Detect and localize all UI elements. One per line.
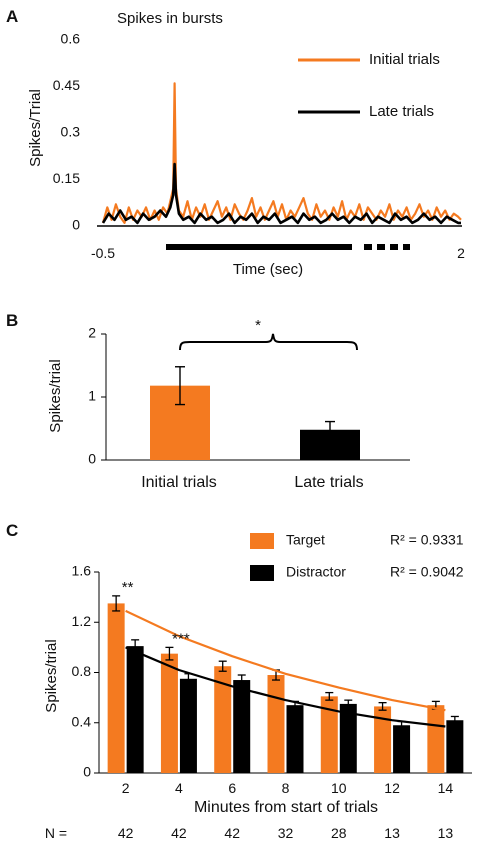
bar-distractor [393, 725, 411, 773]
panel-a-ytick-label: 0.45 [53, 77, 80, 93]
stimulus-bar [166, 244, 352, 250]
panel-c-bars [107, 595, 464, 773]
panel-a-xlabel: Time (sec) [233, 261, 303, 278]
panel-c-ytick-label: 0.4 [72, 713, 92, 729]
panel-c: C Spikes/trial 00.40.81.21.6 2 4 6 8 10 12 14 … [6, 521, 472, 841]
n-value: 28 [331, 825, 347, 841]
panel-a-xtick-end: 2 [457, 245, 465, 261]
bar-distractor [126, 646, 144, 773]
panel-c-xtick-label: 2 [122, 780, 130, 796]
legend-swatch-distractor [250, 565, 274, 581]
panel-c-stars: ***** [122, 579, 190, 648]
bar-distractor [446, 720, 464, 773]
panel-c-xtick-label: 12 [384, 780, 400, 796]
panel-c-xtick-label: 14 [438, 780, 454, 796]
panel-c-yticks: 0 0.4 0.8 1.2 1.6 [72, 563, 99, 780]
panel-c-ytick-label: 0.8 [72, 663, 92, 679]
stimulus-dash [403, 244, 410, 250]
bar-target [427, 705, 445, 773]
trendline-distractor [125, 646, 446, 728]
n-value: 42 [224, 825, 240, 841]
panel-c-xtick-label: 4 [175, 780, 183, 796]
stimulus-dash [377, 244, 385, 250]
bar-target [214, 666, 232, 773]
panel-c-ytick-label: 0 [83, 764, 91, 780]
legend-swatch-target [250, 533, 274, 549]
panel-c-ytick-label: 1.6 [72, 563, 92, 579]
panel-letter-b: B [6, 311, 18, 330]
panel-b-category-label: Initial trials [141, 474, 217, 491]
legend-label-distractor: Distractor [286, 564, 346, 580]
panel-b-bars: Initial trials Late trials [141, 366, 364, 491]
significance-stars: ** [122, 579, 134, 596]
panel-b: B Spikes/trial 0 1 2 Initial trials Late tr… [6, 311, 410, 491]
panel-a-series [101, 82, 462, 225]
bar-distractor [286, 705, 304, 773]
panel-c-xlabel: Minutes from start of trials [194, 799, 378, 816]
panel-a-ytick-label: 0.3 [61, 124, 81, 140]
n-value: 32 [278, 825, 294, 841]
stimulus-dash [364, 244, 372, 250]
panel-c-xtick-label: 10 [331, 780, 347, 796]
legend-r2-distractor: R² = 0.9042 [390, 564, 464, 580]
bar-distractor [233, 680, 251, 773]
panel-b-category-label: Late trials [294, 474, 363, 491]
legend-r2-target: R² = 0.9331 [390, 532, 464, 548]
panel-c-n-values: 42 42 42 32 28 13 13 [118, 825, 454, 841]
panel-c-xtick-label: 6 [228, 780, 236, 796]
panel-c-trendlines [125, 609, 446, 728]
bar-target [107, 603, 125, 773]
panel-b-ytick-label: 0 [88, 451, 96, 467]
n-value: 13 [438, 825, 454, 841]
panel-a-ytick-label: 0.6 [61, 31, 81, 47]
panel-a-yticks: 0 0.15 0.3 0.45 0.6 [53, 31, 80, 233]
panel-c-ylabel: Spikes/trial [43, 639, 60, 712]
panel-b-ylabel: Spikes/trial [47, 359, 64, 432]
panel-c-xtick-label: 8 [282, 780, 290, 796]
bar-target [374, 706, 392, 773]
panel-a-ylabel: Spikes/Trial [27, 89, 44, 167]
panel-a-xtick-start: -0.5 [91, 245, 115, 261]
panel-c-ytick-label: 1.2 [72, 613, 92, 629]
legend-label-target: Target [286, 532, 325, 548]
n-value: 42 [118, 825, 134, 841]
n-prefix: N = [45, 825, 67, 841]
n-value: 42 [171, 825, 187, 841]
panel-b-ytick-label: 1 [88, 388, 96, 404]
panel-a-title: Spikes in bursts [117, 10, 223, 27]
bar-target [267, 675, 285, 773]
significance-star: * [255, 317, 261, 334]
legend-label-late: Late trials [369, 103, 434, 120]
legend-label-initial: Initial trials [369, 51, 440, 68]
panel-letter-c: C [6, 521, 18, 540]
panel-a-ytick-label: 0 [72, 217, 80, 233]
panel-a: A Spikes in bursts Spikes/Trial 0 0.15 0.3… [6, 7, 465, 278]
significance-bracket [179, 333, 358, 351]
bar-distractor [179, 678, 197, 773]
panel-letter-a: A [6, 7, 18, 26]
panel-b-ytick-label: 2 [88, 325, 96, 341]
panel-c-xticks: 2 4 6 8 10 12 14 [122, 780, 454, 796]
panel-a-ytick-label: 0.15 [53, 170, 80, 186]
trendline-target [125, 609, 446, 712]
bar-target [320, 696, 338, 773]
stimulus-dash [390, 244, 398, 250]
significance-stars: *** [172, 630, 190, 647]
bar-target [160, 653, 178, 773]
bar-distractor [339, 703, 357, 773]
series-late-trials-line [101, 162, 461, 225]
n-value: 13 [384, 825, 400, 841]
panel-b-yticks: 0 1 2 [88, 325, 106, 467]
